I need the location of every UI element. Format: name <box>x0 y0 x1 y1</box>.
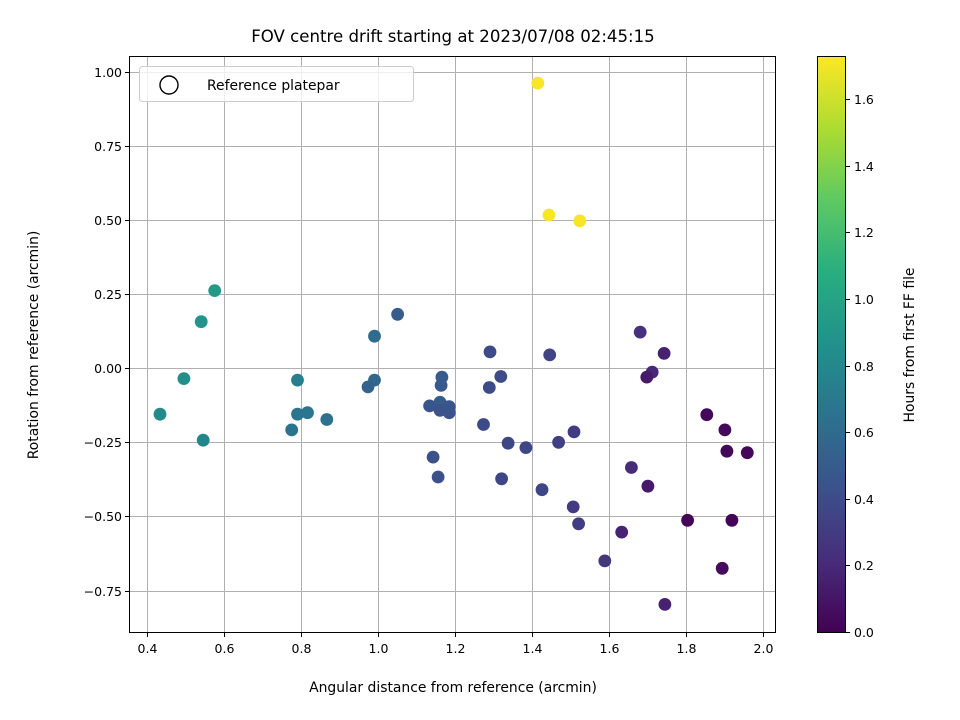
colorbar-tick-label: 0.0 <box>854 625 874 640</box>
plot-area-frame <box>129 56 776 633</box>
scatter-point <box>681 513 694 527</box>
scatter-point <box>368 329 381 343</box>
chart-title: FOV centre drift starting at 2023/07/08 … <box>251 27 655 46</box>
x-tick-label: 2.0 <box>754 641 774 656</box>
y-tick-label: 0.25 <box>94 287 122 302</box>
legend-entry-reference-platepar: Reference platepar <box>207 78 340 94</box>
scatter-points <box>153 76 754 611</box>
scatter-point <box>442 406 456 420</box>
x-tick-label: 0.4 <box>138 641 158 656</box>
scatter-point <box>633 325 647 339</box>
scatter-point <box>494 370 508 383</box>
scatter-point <box>495 472 508 486</box>
colorbar-tick-label: 1.0 <box>854 292 874 307</box>
x-tick-label: 1.6 <box>600 641 620 656</box>
colorbar-tick-label: 0.4 <box>854 492 874 507</box>
x-tick-label: 1.4 <box>523 641 543 656</box>
scatter-point <box>715 561 729 575</box>
scatter-point <box>291 373 304 387</box>
colorbar-ticks: 0.0 0.2 0.4 0.6 0.8 1.0 1.2 1.4 1.6 <box>845 92 874 640</box>
scatter-point <box>177 372 191 385</box>
scatter-point <box>301 406 314 420</box>
scatter-point <box>740 446 754 460</box>
scatter-point <box>423 399 436 413</box>
scatter-point <box>572 517 585 531</box>
scatter-point <box>483 345 497 359</box>
y-tick-label: 0.00 <box>94 361 122 376</box>
y-tick-label: 0.75 <box>94 139 122 154</box>
colorbar-tick-label: 0.8 <box>854 359 874 374</box>
scatter-point <box>153 407 167 421</box>
x-tick-label: 0.8 <box>292 641 312 656</box>
y-tick-label: −0.50 <box>84 509 122 524</box>
colorbar-tick-label: 1.2 <box>854 225 874 240</box>
scatter-point <box>391 307 404 321</box>
scatter-point <box>519 441 533 454</box>
scatter-point <box>552 435 565 449</box>
scatter-point <box>291 407 304 421</box>
colorbar-gradient <box>817 56 845 632</box>
x-tick-label: 1.2 <box>446 641 466 656</box>
legend: Reference platepar <box>139 66 414 102</box>
y-axis-label: Rotation from reference (arcmin) <box>26 231 42 460</box>
scatter-point <box>208 284 222 297</box>
scatter-point <box>531 76 545 90</box>
scatter-point <box>426 450 440 464</box>
scatter-point <box>542 208 556 222</box>
scatter-point <box>285 423 299 437</box>
scatter-point <box>615 525 629 539</box>
scatter-point <box>566 500 580 514</box>
scatter-point <box>477 418 490 431</box>
y-tick-label: 1.00 <box>94 65 122 80</box>
x-axis-label: Angular distance from reference (arcmin) <box>309 680 597 696</box>
x-tick-label: 1.0 <box>369 641 389 656</box>
scatter-point <box>501 436 515 450</box>
scatter-point <box>543 348 557 362</box>
scatter-point <box>431 470 445 484</box>
scatter-point <box>320 413 334 426</box>
scatter-point <box>658 598 672 611</box>
y-tick-label: −0.75 <box>84 584 122 599</box>
y-tick-label: −0.25 <box>84 435 122 450</box>
colorbar-tick-label: 0.2 <box>854 558 874 573</box>
scatter-point <box>725 513 739 527</box>
legend-box <box>139 66 414 102</box>
y-axis-ticks: 1.00 0.75 0.50 0.25 0.00 −0.25 −0.50 −0.75 <box>84 65 130 599</box>
scatter-point <box>567 425 581 439</box>
legend-marker-icon <box>159 75 179 95</box>
scatter-point <box>434 379 448 392</box>
colorbar-tick-label: 1.4 <box>854 159 874 174</box>
y-tick-label: 0.50 <box>94 213 122 228</box>
scatter-point <box>640 370 654 384</box>
scatter-point <box>700 408 714 422</box>
colorbar-tick-label: 1.6 <box>854 92 874 107</box>
colorbar: 0.0 0.2 0.4 0.6 0.8 1.0 1.2 1.4 1.6 Hours from f… <box>817 56 918 640</box>
scatter-point <box>573 214 587 228</box>
scatter-point <box>196 433 210 447</box>
scatter-point <box>361 380 375 394</box>
scatter-point <box>641 479 655 493</box>
colorbar-tick-label: 0.6 <box>854 425 874 440</box>
x-tick-label: 0.6 <box>215 641 235 656</box>
grid-lines <box>130 57 775 632</box>
scatter-point <box>625 461 638 474</box>
scatter-point <box>535 483 549 497</box>
x-axis-ticks: 0.4 0.6 0.8 1.0 1.2 1.4 1.6 1.8 2.0 <box>138 632 774 656</box>
x-tick-label: 1.8 <box>677 641 697 656</box>
scatter-point <box>598 554 612 568</box>
scatter-point <box>194 315 208 329</box>
colorbar-label: Hours from first FF file <box>902 268 918 423</box>
colorbar-frame <box>817 56 846 633</box>
scatter-point <box>720 444 734 458</box>
scatter-point <box>482 381 496 394</box>
scatter-point <box>657 347 671 360</box>
scatter-point <box>718 423 732 437</box>
